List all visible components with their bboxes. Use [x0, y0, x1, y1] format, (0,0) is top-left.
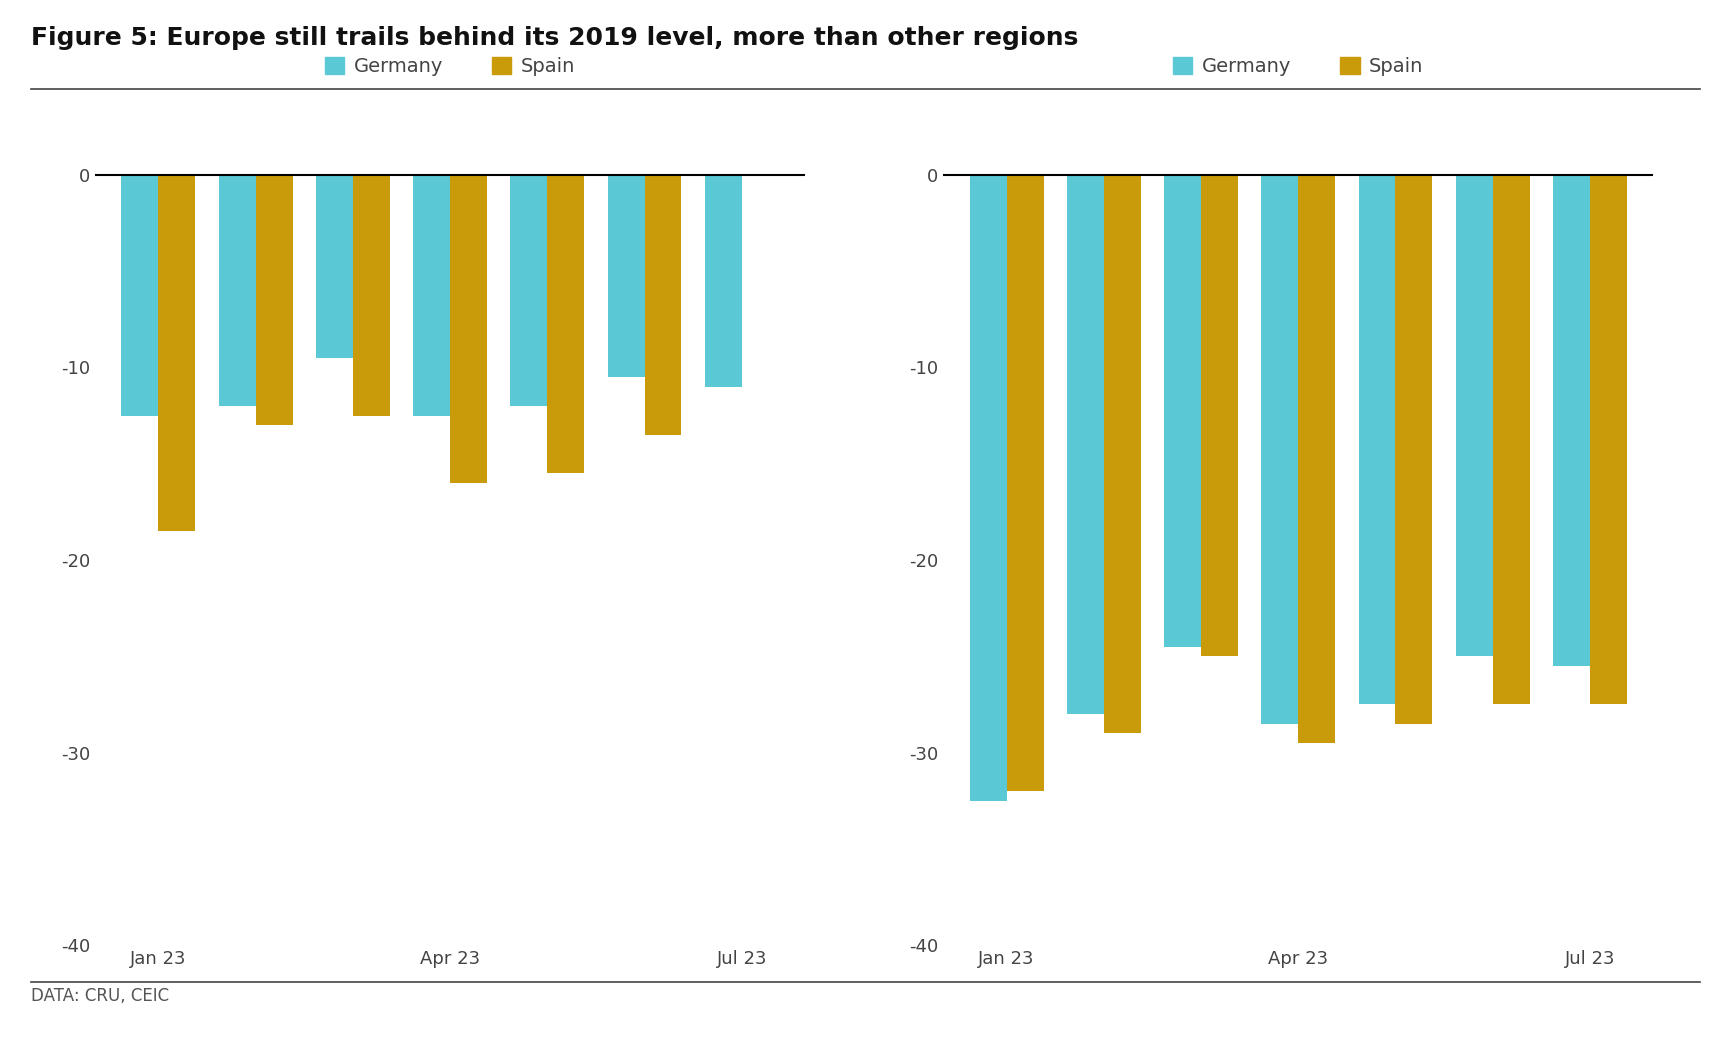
Bar [1358, 175, 1394, 705]
Bar [159, 175, 195, 531]
Legend: Germany, Spain: Germany, Spain [317, 49, 583, 84]
Bar [1007, 175, 1043, 791]
Bar [1066, 175, 1104, 714]
Bar [218, 175, 256, 406]
Bar [1163, 175, 1201, 647]
Bar [1455, 175, 1491, 656]
Bar [1201, 175, 1237, 656]
Bar [1588, 175, 1626, 705]
Legend: Germany, Spain: Germany, Spain [1164, 49, 1431, 84]
Bar [547, 175, 585, 474]
Bar [1394, 175, 1432, 723]
Bar [1298, 175, 1334, 743]
Bar [607, 175, 644, 377]
Text: Figure 5: Europe still trails behind its 2019 level, more than other regions: Figure 5: Europe still trails behind its… [31, 26, 1078, 50]
Bar [413, 175, 450, 416]
Bar [510, 175, 547, 406]
Bar [450, 175, 486, 483]
Text: DATA: CRU, CEIC: DATA: CRU, CEIC [31, 987, 170, 1005]
Bar [644, 175, 682, 435]
Bar [315, 175, 353, 358]
Bar [121, 175, 159, 416]
Bar [969, 175, 1007, 800]
Bar [1552, 175, 1588, 666]
Bar [256, 175, 292, 425]
Bar [1261, 175, 1298, 723]
Bar [1104, 175, 1140, 733]
Bar [704, 175, 740, 386]
Bar [353, 175, 389, 416]
Bar [1491, 175, 1529, 705]
